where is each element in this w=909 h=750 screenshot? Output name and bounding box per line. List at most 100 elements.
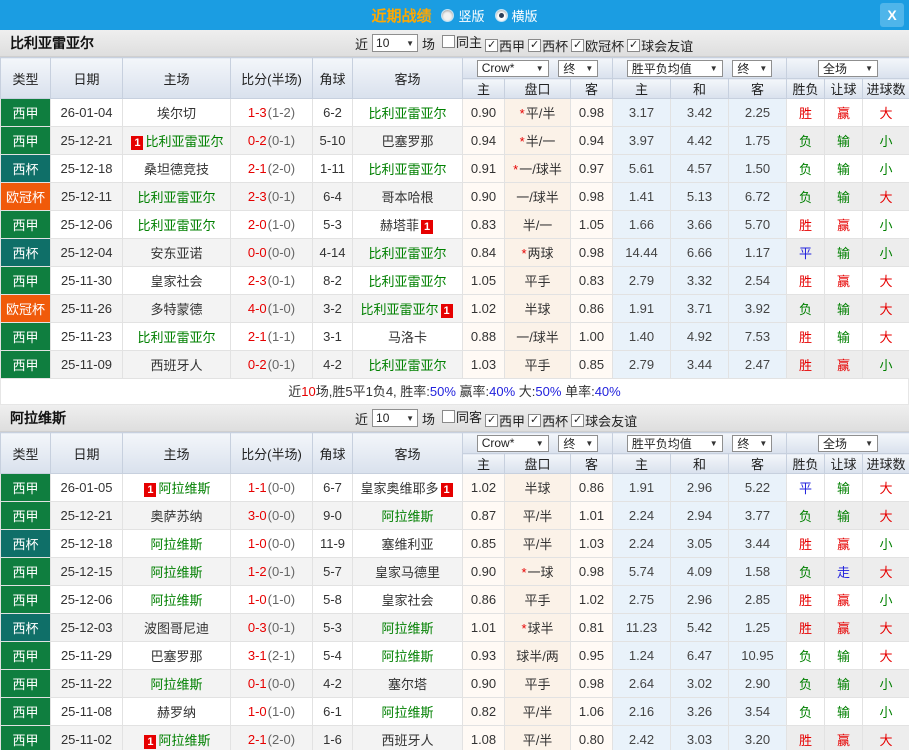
odds-home: 1.08 [462, 725, 505, 750]
filter-checkbox[interactable]: ✓ 球会友谊 [571, 411, 637, 430]
col-type: 类型 [0, 57, 51, 99]
checkbox-unchecked-icon[interactable] [442, 409, 456, 423]
odds-away: 1.02 [570, 585, 613, 614]
avg-draw: 3.42 [670, 98, 729, 127]
match-date: 25-11-08 [50, 697, 123, 726]
result-wdl: 胜 [786, 322, 825, 351]
radio-icon[interactable] [441, 8, 455, 22]
window-title: 近期战绩 [371, 7, 432, 25]
result-wdl: 负 [786, 126, 825, 155]
match-type: 西杯 [0, 529, 51, 558]
avg-odds-select[interactable]: 胜平负均值 ▼ [626, 434, 723, 452]
corner-score: 1-6 [312, 725, 353, 750]
avg-away: 2.90 [728, 669, 787, 698]
odds-away: 1.03 [570, 529, 613, 558]
avg-away: 2.54 [728, 266, 787, 295]
table-row: 西甲 25-12-21 奥萨苏纳 3-0(0-0) 9-0 阿拉维斯 0.87 平/半 1.01… [0, 501, 909, 530]
checkbox-checked-icon[interactable]: ✓ [571, 413, 585, 427]
chevron-down-icon: ▼ [865, 438, 873, 448]
fullmatch-select[interactable]: 全场 ▼ [818, 59, 878, 77]
odds-final-select[interactable]: 终 ▼ [558, 434, 599, 452]
checkbox-checked-icon[interactable]: ✓ [485, 413, 499, 427]
summary-part: 场,胜5平1负4, 胜率: [315, 384, 430, 399]
avg-final-select[interactable]: 终 ▼ [732, 434, 773, 452]
odds-home: 0.90 [462, 98, 505, 127]
match-type: 西甲 [0, 725, 51, 750]
score: 2-1(2-0) [230, 154, 313, 183]
handicap: 平手 [504, 350, 571, 379]
avg-home: 5.61 [612, 154, 671, 183]
odds-home: 0.90 [462, 669, 505, 698]
match-type: 西甲 [0, 350, 51, 379]
filter-checkbox[interactable]: ✓ 西杯 [528, 36, 568, 55]
checkbox-label: 同客 [456, 409, 483, 425]
fullmatch-select[interactable]: 全场 ▼ [818, 434, 878, 452]
result-goals: 小 [861, 238, 909, 267]
odds-company-select[interactable]: Crow* ▼ [476, 434, 549, 452]
handicap: 球半/两 [504, 641, 571, 670]
checkbox-checked-icon[interactable]: ✓ [485, 38, 499, 52]
result-goals: 小 [861, 697, 909, 726]
handicap: 半球 [504, 294, 571, 323]
handicap: *平/半 [504, 98, 571, 127]
avg-final-select[interactable]: 终 ▼ [732, 59, 773, 77]
recent-count-select[interactable]: 10 ▼ [372, 409, 419, 427]
col-corner: 角球 [312, 57, 353, 99]
summary-row: 近10场,胜5平1负4, 胜率:50% 赢率:40% 大:50% 单率:40% [0, 379, 909, 405]
checkbox-checked-icon[interactable]: ✓ [528, 413, 542, 427]
layout-radio-vertical[interactable]: 竖版 [441, 6, 485, 25]
avg-draw: 6.47 [670, 641, 729, 670]
result-handicap: 赢 [824, 529, 863, 558]
result-goals: 小 [861, 210, 909, 239]
avg-away: 1.58 [728, 557, 787, 586]
corner-score: 5-3 [312, 210, 353, 239]
chevron-down-icon: ▼ [709, 438, 718, 448]
match-type: 西甲 [0, 501, 51, 530]
layout-radio-horizontal[interactable]: 横版 [494, 6, 538, 25]
checkbox-unchecked-icon[interactable] [442, 34, 456, 48]
score: 3-0(0-0) [230, 501, 313, 530]
checkbox-checked-icon[interactable]: ✓ [571, 38, 585, 52]
result-goals: 大 [861, 613, 909, 642]
away-team: 哥本哈根 [352, 182, 463, 211]
checkbox-checked-icon[interactable]: ✓ [528, 38, 542, 52]
score: 0-2(0-1) [230, 126, 313, 155]
avg-away: 1.17 [728, 238, 787, 267]
filter-checkbox[interactable]: 同客 [442, 407, 482, 426]
result-handicap: 赢 [824, 725, 863, 750]
close-icon[interactable]: X [880, 3, 904, 27]
odds-company-select[interactable]: Crow* ▼ [476, 59, 549, 77]
odds-selects: Crow* ▼ 终 ▼ [462, 57, 613, 79]
table-row: 欧冠杯 25-12-11 比利亚雷亚尔 2-3(0-1) 6-4 哥本哈根 0.90 一/球半… [0, 182, 909, 211]
score: 1-0(1-0) [230, 697, 313, 726]
avg-selects: 胜平负均值 ▼ 终 ▼ [612, 432, 787, 454]
score: 1-3(1-2) [230, 98, 313, 127]
games-label: 场 [422, 411, 436, 427]
table-row: 西甲 25-11-09 西班牙人 0-2(0-1) 4-2 比利亚雷亚尔 1.03 平手 0.8… [0, 350, 909, 379]
match-date: 25-11-26 [50, 294, 123, 323]
filter-checkbox[interactable]: ✓ 西杯 [528, 411, 568, 430]
avg-home: 3.17 [612, 98, 671, 127]
score: 2-1(1-1) [230, 322, 313, 351]
filter-checkbox[interactable]: 同主 [442, 32, 482, 51]
home-team: 阿拉维斯 [122, 669, 231, 698]
result-wdl: 胜 [786, 210, 825, 239]
odds-final-select[interactable]: 终 ▼ [558, 59, 599, 77]
away-team: 皇家马德里 [352, 557, 463, 586]
filter-checkbox[interactable]: ✓ 西甲 [485, 411, 525, 430]
checkbox-checked-icon[interactable]: ✓ [627, 38, 641, 52]
avg-odds-select[interactable]: 胜平负均值 ▼ [626, 59, 723, 77]
odds-home: 0.88 [462, 322, 505, 351]
table-row: 西甲 25-11-22 阿拉维斯 0-1(0-0) 4-2 塞尔塔 0.90 平手 0.98 2.… [0, 669, 909, 698]
filter-checkbox[interactable]: ✓ 西甲 [485, 36, 525, 55]
checkbox-label: 西甲 [499, 38, 526, 54]
recent-count-select[interactable]: 10 ▼ [372, 34, 419, 52]
match-type: 西甲 [0, 585, 51, 614]
radio-icon[interactable] [494, 8, 508, 22]
match-type: 西杯 [0, 238, 51, 267]
result-wdl: 平 [786, 473, 825, 502]
avg-draw: 6.66 [670, 238, 729, 267]
filter-checkbox[interactable]: ✓ 球会友谊 [627, 36, 693, 55]
match-date: 25-12-03 [50, 613, 123, 642]
filter-checkbox[interactable]: ✓ 欧冠杯 [571, 36, 624, 55]
